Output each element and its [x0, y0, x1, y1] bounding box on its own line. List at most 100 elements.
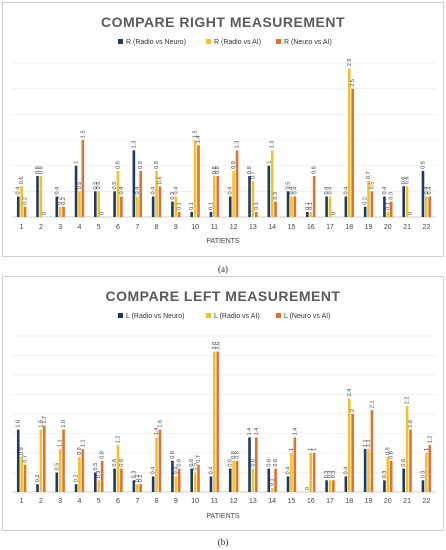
bar: [58, 449, 62, 492]
data-label: 0.4: [208, 467, 214, 475]
x-tick-label: 2: [39, 498, 43, 505]
bar: [132, 150, 136, 217]
data-label: 0.8: [38, 166, 44, 174]
bar: [232, 170, 235, 217]
bar: [113, 191, 116, 217]
bar: [177, 211, 181, 217]
bar: [367, 181, 370, 217]
data-label: 1.4: [247, 428, 253, 436]
x-tick-label: 12: [230, 224, 238, 231]
data-label: 0.1: [308, 202, 314, 210]
bar: [120, 196, 123, 217]
data-label: 0.5: [112, 182, 118, 190]
x-tick-label: 7: [135, 498, 139, 505]
bar: [248, 437, 251, 492]
data-label: 0: [331, 212, 337, 215]
bar: [74, 165, 78, 217]
data-label: 0.4: [328, 187, 334, 195]
bar: [293, 437, 297, 492]
data-label: 0.6: [266, 459, 272, 467]
bar: [23, 206, 27, 217]
bar: [332, 480, 335, 492]
x-tick-label: 16: [307, 224, 315, 231]
bar: [94, 472, 97, 492]
data-label: 0.6: [401, 459, 407, 467]
data-label: 1.4: [254, 428, 260, 436]
bar: [312, 175, 316, 217]
x-tick-label: 5: [97, 498, 101, 505]
x-tick-label: 17: [326, 224, 334, 231]
data-label: 0.8: [389, 451, 395, 459]
x-tick-label: 6: [116, 498, 120, 505]
bar: [428, 196, 432, 217]
chart-left-measurement: COMPARE LEFT MEASUREMENT L (Radio vs Neur…: [2, 276, 444, 531]
legend-swatch: [276, 39, 281, 44]
bar: [62, 429, 65, 492]
data-label: 0: [42, 212, 48, 215]
data-label: 0.3: [328, 471, 334, 479]
data-label: 0.9: [116, 161, 122, 169]
bar: [344, 476, 348, 492]
data-label: 1.1: [363, 439, 369, 447]
bar: [158, 186, 162, 217]
bar: [116, 445, 120, 492]
data-label: 0.1: [177, 202, 183, 210]
bar: [274, 201, 277, 217]
bar: [132, 480, 136, 492]
bar: [116, 170, 120, 217]
data-label: 0.8: [215, 166, 221, 174]
bar: [363, 449, 367, 492]
data-label: 0.6: [19, 177, 25, 185]
data-label: 0.4: [343, 187, 349, 195]
data-label: 0.4: [135, 187, 141, 195]
chart-title: COMPARE RIGHT MEASUREMENT: [101, 14, 345, 30]
bar: [351, 414, 354, 492]
bar: [135, 196, 139, 217]
bar: [344, 196, 348, 217]
bar: [62, 206, 65, 217]
data-label: 0: [408, 212, 414, 215]
bar: [251, 181, 255, 217]
data-label: 0.8: [312, 166, 318, 174]
bar: [409, 429, 412, 492]
bar: [255, 437, 258, 492]
x-tick-label: 11: [211, 224, 218, 231]
legend-label: L (Radio vs Neuro): [126, 313, 185, 320]
legend-label: R (Radio vs Neuro): [126, 39, 186, 46]
bar: [39, 175, 43, 217]
bar: [328, 480, 332, 492]
data-label: 0.6: [119, 459, 125, 467]
bar: [171, 201, 174, 217]
data-label: 1: [424, 448, 430, 451]
data-label: 0.9: [19, 447, 25, 455]
chart-title: COMPARE LEFT MEASUREMENT: [106, 288, 341, 304]
data-label: 0.5: [96, 182, 102, 190]
bar: [213, 351, 216, 492]
data-label: 1.4: [292, 428, 298, 436]
data-label: 0.7: [196, 455, 202, 463]
bar: [174, 196, 178, 217]
x-tick-label: 7: [135, 224, 139, 231]
x-tick-label: 12: [230, 498, 238, 505]
bar: [402, 186, 405, 217]
bar: [55, 472, 59, 492]
data-label: 0.4: [427, 187, 433, 195]
x-tick-label: 15: [288, 224, 296, 231]
bar: [293, 196, 297, 217]
bar: [347, 398, 351, 492]
data-label: 2.4: [347, 389, 353, 397]
bar: [151, 476, 155, 492]
data-label: 1.6: [157, 420, 163, 428]
bar: [193, 140, 197, 217]
bar: [158, 429, 162, 492]
data-label: 1: [266, 161, 272, 164]
data-label: 0.4: [289, 187, 295, 195]
bar: [16, 429, 20, 492]
data-label: 2: [350, 409, 356, 412]
bar: [78, 456, 81, 492]
bar: [190, 468, 193, 492]
legend-swatch: [276, 313, 281, 318]
data-label: 3.6: [212, 342, 218, 350]
data-label: 0.6: [189, 459, 195, 467]
bar: [312, 453, 316, 492]
